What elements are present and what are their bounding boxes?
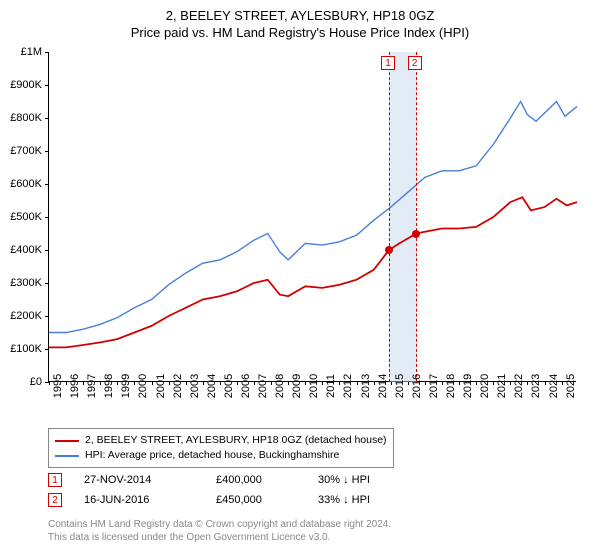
series-hpi <box>49 102 577 333</box>
x-axis-label: 2021 <box>496 374 508 398</box>
x-axis-label: 2022 <box>513 374 525 398</box>
transactions-table: 1 27-NOV-2014 £400,000 30% ↓ HPI 2 16-JU… <box>48 470 418 510</box>
x-axis-label: 2024 <box>548 374 560 398</box>
x-axis-label: 2013 <box>360 374 372 398</box>
legend-item-hpi: HPI: Average price, detached house, Buck… <box>55 448 387 463</box>
x-axis-label: 2018 <box>445 374 457 398</box>
x-axis-label: 1995 <box>52 374 64 398</box>
x-axis-label: 1997 <box>86 374 98 398</box>
x-axis-label: 2003 <box>189 374 201 398</box>
y-axis-label: £0 <box>30 376 42 388</box>
y-axis-label: £900K <box>10 79 42 91</box>
x-axis-label: 2005 <box>223 374 235 398</box>
y-axis-label: £1M <box>21 46 42 58</box>
x-axis-label: 2017 <box>428 374 440 398</box>
x-axis-label: 2004 <box>206 374 218 398</box>
legend-swatch-property <box>55 440 79 442</box>
transaction-date-2: 16-JUN-2016 <box>84 494 194 506</box>
transaction-price-2: £450,000 <box>216 494 296 506</box>
legend-swatch-hpi <box>55 455 79 457</box>
y-axis-label: £700K <box>10 145 42 157</box>
x-axis-label: 2009 <box>291 374 303 398</box>
plot-frame <box>48 52 576 382</box>
x-axis-label: 2010 <box>308 374 320 398</box>
x-axis-label: 2000 <box>137 374 149 398</box>
legend-label-property: 2, BEELEY STREET, AYLESBURY, HP18 0GZ (d… <box>85 433 387 448</box>
transaction-marker-2: 2 <box>48 493 62 507</box>
transaction-dot <box>412 230 420 238</box>
transaction-vline <box>416 52 417 382</box>
x-axis-label: 2011 <box>325 374 337 398</box>
legend-label-hpi: HPI: Average price, detached house, Buck… <box>85 448 339 463</box>
chart-area: £0£100K£200K£300K£400K£500K£600K£700K£80… <box>48 52 576 382</box>
x-axis-label: 2016 <box>411 374 423 398</box>
title-address: 2, BEELEY STREET, AYLESBURY, HP18 0GZ <box>0 8 600 23</box>
x-axis-label: 2007 <box>257 374 269 398</box>
x-axis-label: 2008 <box>274 374 286 398</box>
x-axis-label: 2014 <box>377 374 389 398</box>
x-axis-label: 2023 <box>530 374 542 398</box>
x-axis-label: 1996 <box>69 374 81 398</box>
x-axis-label: 2012 <box>342 374 354 398</box>
transaction-label-box: 1 <box>381 56 395 70</box>
x-axis-label: 1999 <box>120 374 132 398</box>
x-axis-label: 2019 <box>462 374 474 398</box>
transaction-marker-1: 1 <box>48 473 62 487</box>
title-subtitle: Price paid vs. HM Land Registry's House … <box>0 25 600 40</box>
transaction-row-2: 2 16-JUN-2016 £450,000 33% ↓ HPI <box>48 490 418 510</box>
footer-attribution: Contains HM Land Registry data © Crown c… <box>48 518 391 544</box>
y-axis-label: £200K <box>10 310 42 322</box>
x-axis-label: 1998 <box>103 374 115 398</box>
transaction-dot <box>385 246 393 254</box>
transaction-pct-1: 30% ↓ HPI <box>318 474 418 486</box>
x-axis-label: 2020 <box>479 374 491 398</box>
y-axis-label: £600K <box>10 178 42 190</box>
transaction-pct-2: 33% ↓ HPI <box>318 494 418 506</box>
x-axis-label: 2025 <box>565 374 577 398</box>
x-axis-label: 2006 <box>240 374 252 398</box>
transaction-label-box: 2 <box>408 56 422 70</box>
footer-line-1: Contains HM Land Registry data © Crown c… <box>48 518 391 531</box>
y-axis-label: £100K <box>10 343 42 355</box>
y-axis-label: £400K <box>10 244 42 256</box>
transaction-date-1: 27-NOV-2014 <box>84 474 194 486</box>
transaction-row-1: 1 27-NOV-2014 £400,000 30% ↓ HPI <box>48 470 418 490</box>
y-axis-label: £500K <box>10 211 42 223</box>
transaction-price-1: £400,000 <box>216 474 296 486</box>
legend: 2, BEELEY STREET, AYLESBURY, HP18 0GZ (d… <box>48 428 394 468</box>
series-property <box>49 197 577 347</box>
x-axis-label: 2001 <box>155 374 167 398</box>
legend-item-property: 2, BEELEY STREET, AYLESBURY, HP18 0GZ (d… <box>55 433 387 448</box>
footer-line-2: This data is licensed under the Open Gov… <box>48 531 391 544</box>
transaction-vline <box>389 52 390 382</box>
x-axis-label: 2015 <box>394 374 406 398</box>
y-axis-label: £800K <box>10 112 42 124</box>
y-axis-label: £300K <box>10 277 42 289</box>
chart-lines <box>49 52 577 382</box>
x-axis-label: 2002 <box>172 374 184 398</box>
chart-title: 2, BEELEY STREET, AYLESBURY, HP18 0GZ Pr… <box>0 0 600 40</box>
